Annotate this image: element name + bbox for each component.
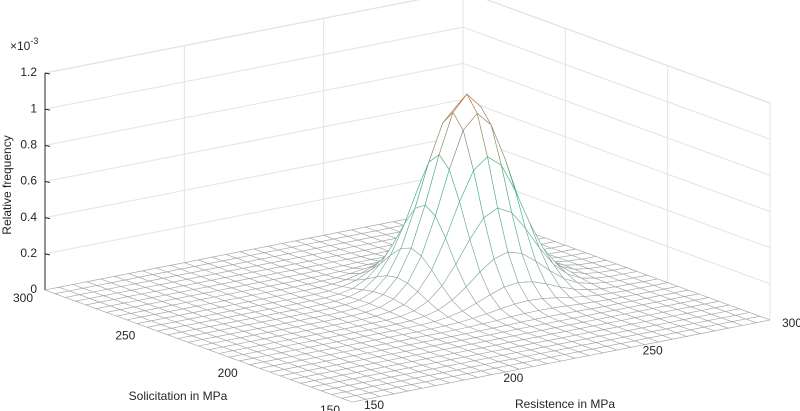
grid-line (44, 62, 464, 146)
grid-line (44, 26, 464, 110)
x-tick-label: 150 (364, 398, 384, 411)
grid-line (462, 99, 771, 212)
z-tick-label: 0.6 (20, 174, 37, 188)
y-tick-label: 150 (320, 403, 340, 411)
grid-line (462, 135, 771, 249)
grid-line (486, 0, 771, 104)
x-axis-label: Resistence in MPa (515, 397, 615, 411)
box-edge (486, 0, 771, 104)
tick-mark (44, 181, 51, 183)
x-tick-label: 300 (782, 316, 800, 330)
grid-line (44, 135, 464, 219)
y-tick-label: 300 (13, 291, 33, 305)
z-tick-label: 0.8 (20, 138, 37, 152)
labels: ×10-3 Relative frequency Solicitation in… (0, 36, 800, 411)
mesh-cell (341, 395, 367, 403)
tick-mark (44, 217, 51, 220)
z-multiplier: ×10-3 (10, 36, 38, 53)
grid-line (44, 99, 464, 182)
x-tick-label: 200 (503, 371, 523, 385)
grid-line (462, 62, 771, 176)
z-tick-label: 1.2 (20, 65, 37, 79)
tick-mark (44, 108, 51, 111)
tick-mark (44, 72, 51, 75)
z-tick-label: 0.4 (20, 210, 37, 224)
x-tick-label: 250 (643, 344, 663, 358)
tick-mark (44, 144, 51, 147)
y-axis-label: Solicitation in MPa (129, 389, 228, 403)
z-tick-label: 1 (30, 101, 37, 115)
y-tick-label: 200 (218, 366, 238, 380)
box-edge (44, 0, 420, 74)
grid-line (44, 0, 420, 74)
y-tick-label: 250 (115, 329, 135, 343)
z-tick-label: 0.2 (20, 246, 37, 260)
surface (44, 93, 771, 403)
z-axis-label: Relative frequency (0, 135, 14, 234)
z-multiplier-exponent: -3 (30, 36, 38, 46)
grid-line (462, 26, 771, 140)
grid-line (44, 171, 464, 255)
z-multiplier-base: ×10 (10, 39, 31, 53)
z-tick-label: 0 (30, 282, 37, 296)
tick-mark (44, 253, 51, 256)
